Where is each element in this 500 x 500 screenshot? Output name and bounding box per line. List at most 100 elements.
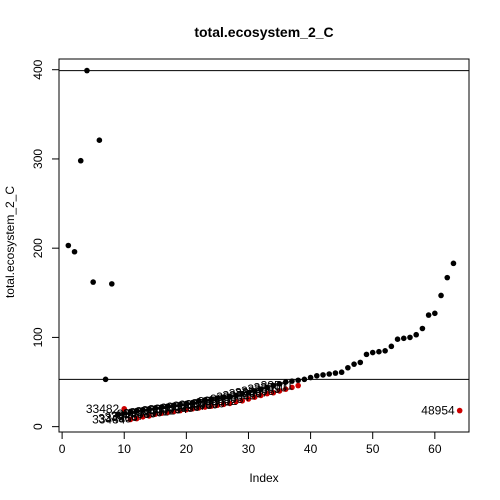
point-label: 33509 (247, 382, 281, 396)
highlighted-point (233, 398, 239, 405)
point-label: 33510 (254, 380, 288, 394)
data-point (338, 369, 345, 376)
highlighted-point (152, 411, 159, 417)
data-point (376, 348, 382, 355)
point-label: 33503 (210, 392, 244, 406)
point-label: 33489 (123, 406, 157, 420)
point-label: 33506 (229, 387, 263, 401)
point-label: 33499 (185, 397, 219, 411)
data-point (65, 242, 72, 249)
data-point (270, 382, 277, 389)
point-label: 33504 (216, 390, 250, 404)
highlighted-point (220, 401, 227, 408)
highlighted-point (264, 390, 270, 397)
highlighted-point (289, 384, 295, 391)
highlighted-point (456, 407, 463, 414)
highlighted-point (270, 389, 277, 396)
y-tick-label: 100 (31, 327, 45, 347)
data-point (382, 347, 388, 354)
x-tick-label: 60 (428, 442, 442, 456)
data-point (351, 361, 357, 367)
data-point (146, 405, 152, 412)
point-label: 33511 (261, 379, 294, 393)
data-point (220, 394, 227, 400)
data-point (320, 372, 326, 378)
highlighted-point (177, 407, 183, 414)
data-point (158, 404, 165, 410)
data-point (295, 377, 301, 384)
x-tick-label: 50 (366, 442, 380, 456)
highlighted-point (227, 400, 233, 407)
y-tick-label: 200 (31, 238, 45, 258)
highlighted-point (127, 416, 134, 423)
data-point (152, 405, 159, 411)
highlighted-point (146, 413, 152, 419)
highlighted-point (245, 396, 252, 402)
data-point (109, 281, 115, 287)
highlighted-point (276, 388, 283, 394)
point-label: 33482 (86, 402, 120, 416)
point-label: 33496 (167, 400, 201, 414)
highlighted-point (202, 404, 208, 410)
point-label: 33493 (148, 403, 182, 417)
data-point (314, 372, 320, 379)
highlighted-point (195, 405, 202, 411)
point-label: 33484 (92, 413, 126, 427)
y-tick-label: 0 (31, 423, 45, 430)
data-point (195, 397, 202, 404)
point-label: 33485 (98, 412, 132, 426)
data-point (301, 376, 308, 383)
point-label: 33497 (173, 399, 207, 413)
highlighted-point (282, 386, 289, 392)
data-point (171, 402, 177, 409)
point-label: 33486 (104, 410, 138, 424)
point-label: 33507 (235, 386, 269, 400)
data-point (444, 274, 451, 281)
data-point (71, 248, 78, 255)
highlighted-point (239, 397, 246, 404)
y-tick-label: 300 (31, 149, 45, 169)
highlighted-point (251, 394, 258, 400)
highlighted-point (164, 409, 171, 416)
highlighted-point (158, 410, 165, 417)
point-label: 33492 (142, 404, 176, 418)
data-point (432, 310, 438, 317)
data-point (450, 260, 457, 267)
data-point (208, 396, 214, 402)
data-points (65, 67, 463, 423)
point-label: 48954 (421, 404, 455, 418)
data-point (245, 389, 252, 396)
data-point (133, 407, 140, 414)
y-axis: 0 100 200 300 400 (31, 59, 59, 430)
highlighted-point (258, 392, 264, 399)
x-tick-label: 10 (118, 442, 132, 456)
point-label: 33501 (198, 395, 232, 409)
chart-title: total.ecosystem_2_C (194, 24, 333, 40)
y-axis-label: total.ecosystem_2_C (3, 186, 17, 298)
data-point (282, 379, 289, 385)
data-point (102, 376, 109, 383)
point-label: 33487 (111, 409, 145, 423)
point-label: 33498 (179, 398, 213, 412)
data-point (388, 343, 395, 350)
y-tick-label: 400 (31, 59, 45, 79)
data-point (413, 331, 419, 338)
point-label: 33500 (191, 396, 225, 410)
data-point (400, 335, 407, 342)
point-label: 33494 (154, 402, 188, 416)
data-point (345, 364, 351, 371)
data-point (90, 279, 96, 285)
data-point (276, 381, 283, 387)
data-point (183, 400, 190, 407)
x-tick-label: 30 (242, 442, 256, 456)
highlighted-point (121, 405, 128, 412)
data-point (394, 336, 401, 342)
data-point (84, 67, 90, 74)
data-point (164, 403, 171, 409)
data-point (239, 390, 246, 397)
highlighted-point (295, 382, 301, 389)
x-axis-label: Index (249, 471, 278, 485)
reference-lines (59, 70, 469, 380)
data-point (258, 386, 264, 392)
